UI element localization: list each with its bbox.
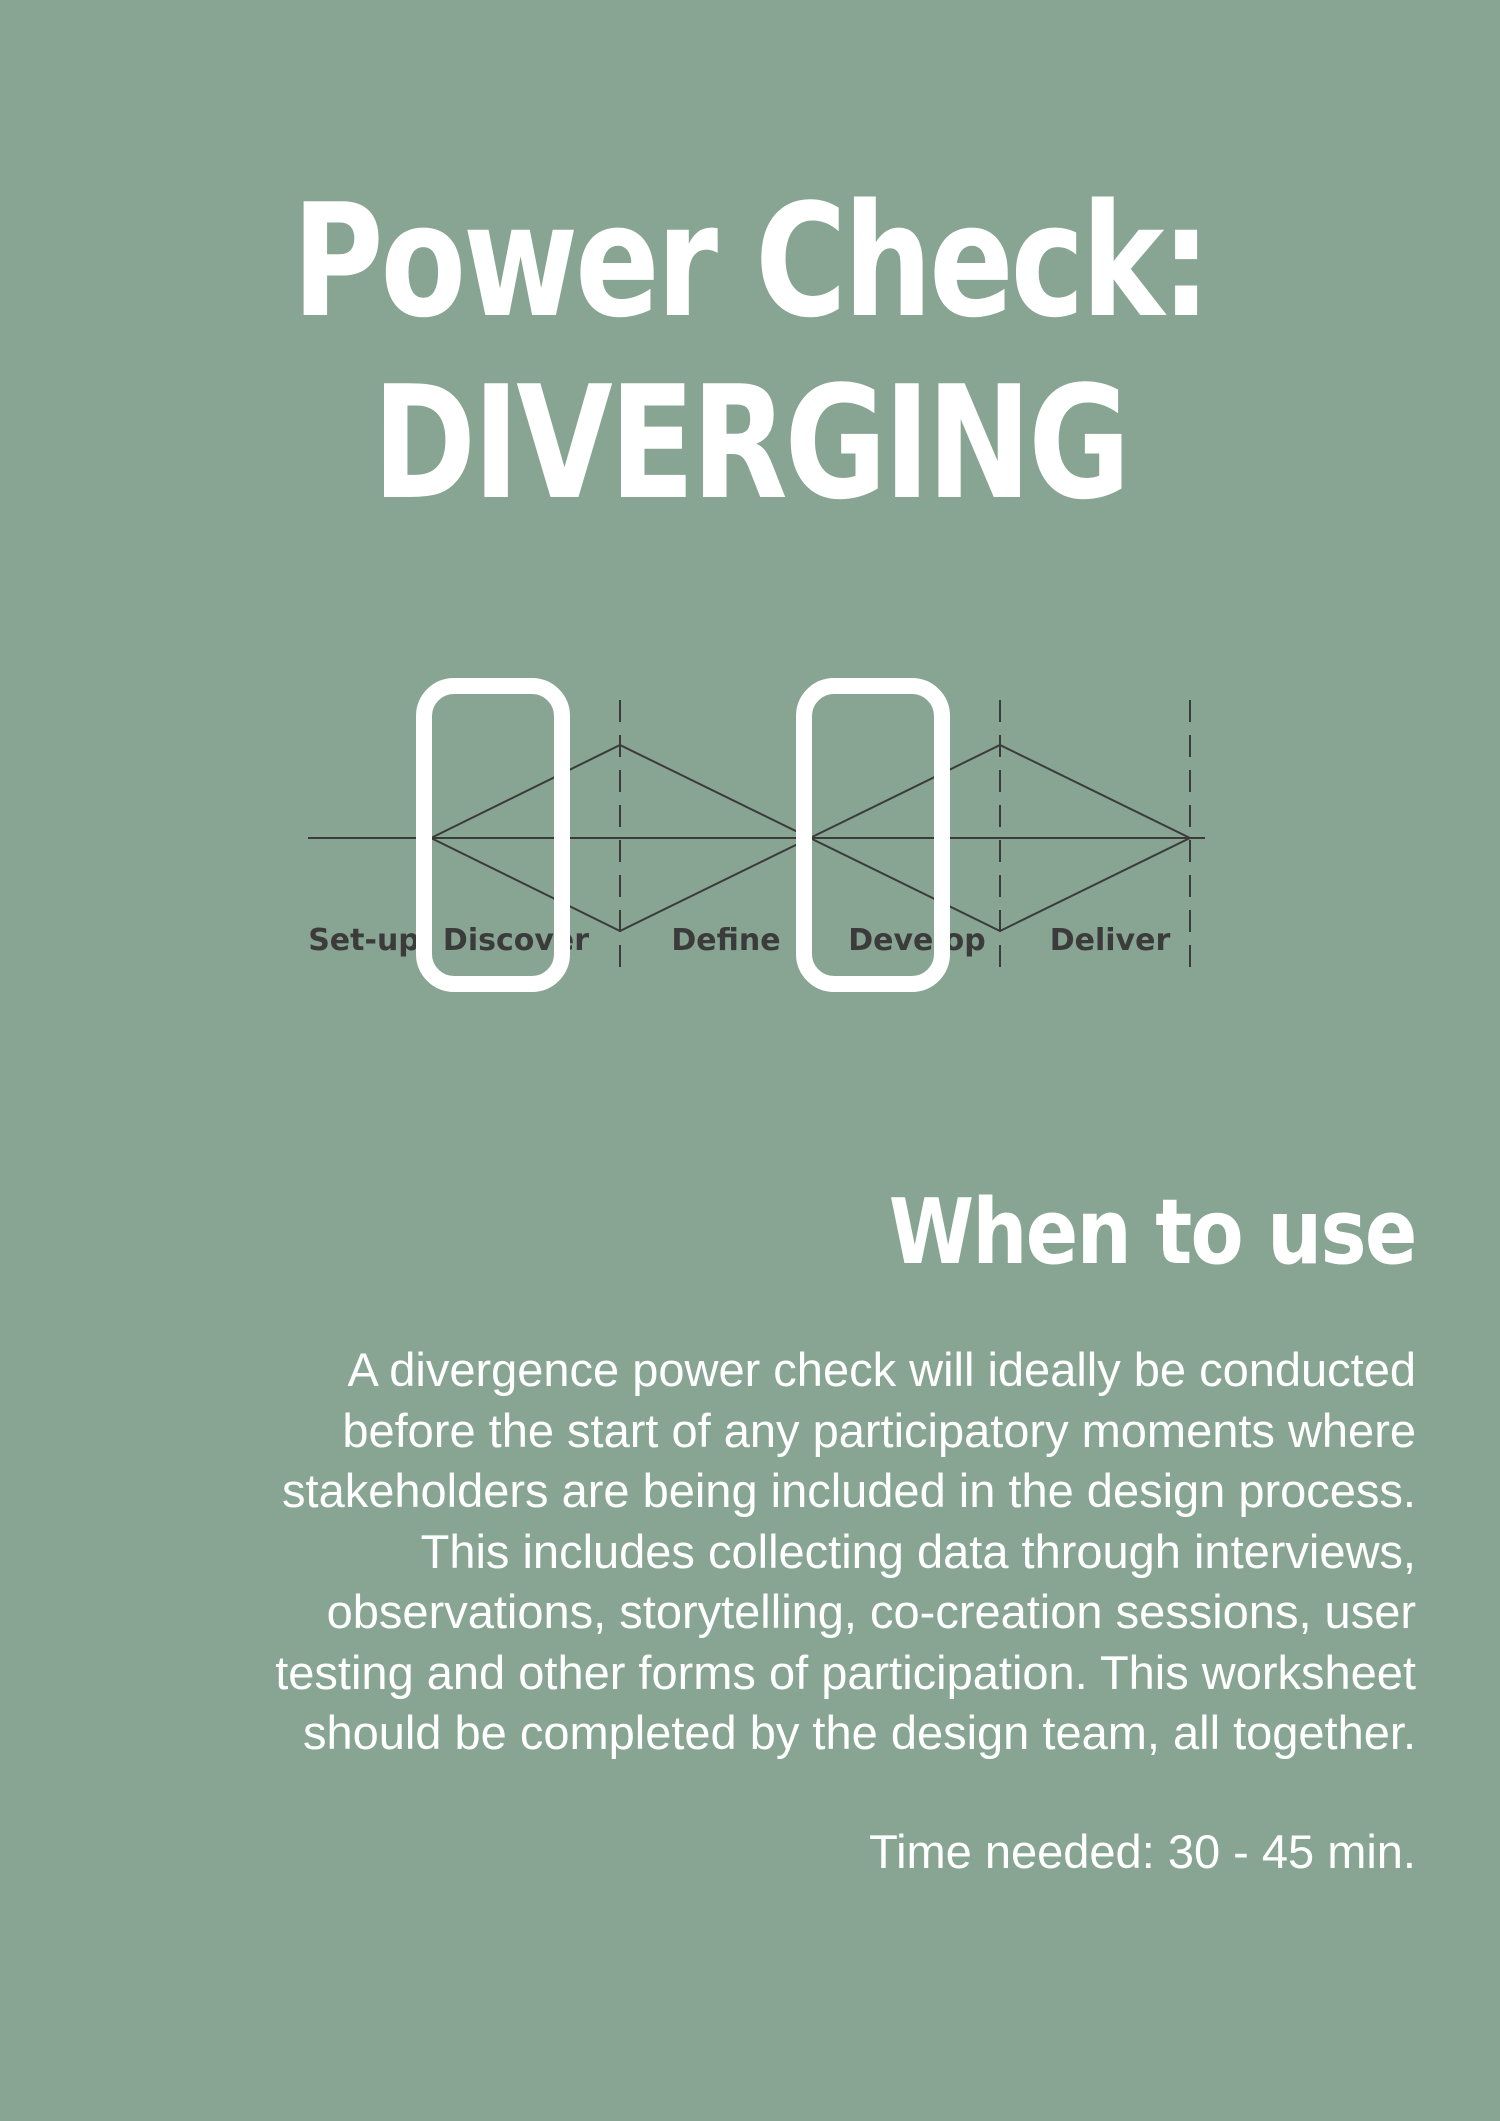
phase-label-define: Define: [671, 923, 780, 958]
when-to-use-heading: When to use: [889, 1180, 1418, 1285]
time-needed: Time needed: 30 - 45 min.: [869, 1825, 1416, 1878]
body-line: stakeholders are being included in the d…: [282, 1464, 1416, 1517]
body-line: This includes collecting data through in…: [420, 1524, 1416, 1578]
body-line: testing and other forms of participation…: [275, 1645, 1416, 1699]
double-diamond-diagram: Set-up Discover Define Develop Deliver: [300, 670, 1220, 1010]
body-line: should be completed by the design team, …: [302, 1706, 1416, 1759]
body-line: before the start of any participatory mo…: [342, 1403, 1416, 1457]
highlight-frame-develop: [796, 678, 950, 992]
phase-label-setup: Set-up: [308, 923, 420, 958]
title-line-1: Power Check:: [292, 170, 1211, 352]
title-line-2: DIVERGING: [372, 352, 1131, 534]
phase-label-deliver: Deliver: [1050, 923, 1171, 958]
body-line: observations, storytelling, co-creation …: [326, 1585, 1416, 1638]
when-to-use-body: A divergence power check will ideally be…: [86, 1340, 1416, 1764]
highlight-frame-discover: [416, 678, 570, 992]
phase-label-develop: Develop: [848, 923, 986, 958]
body-line: A divergence power check will ideally be…: [347, 1343, 1416, 1396]
double-diamond-svg: Set-up Discover Define Develop Deliver: [308, 678, 1205, 992]
page-title: Power Check: DIVERGING: [0, 170, 1500, 534]
